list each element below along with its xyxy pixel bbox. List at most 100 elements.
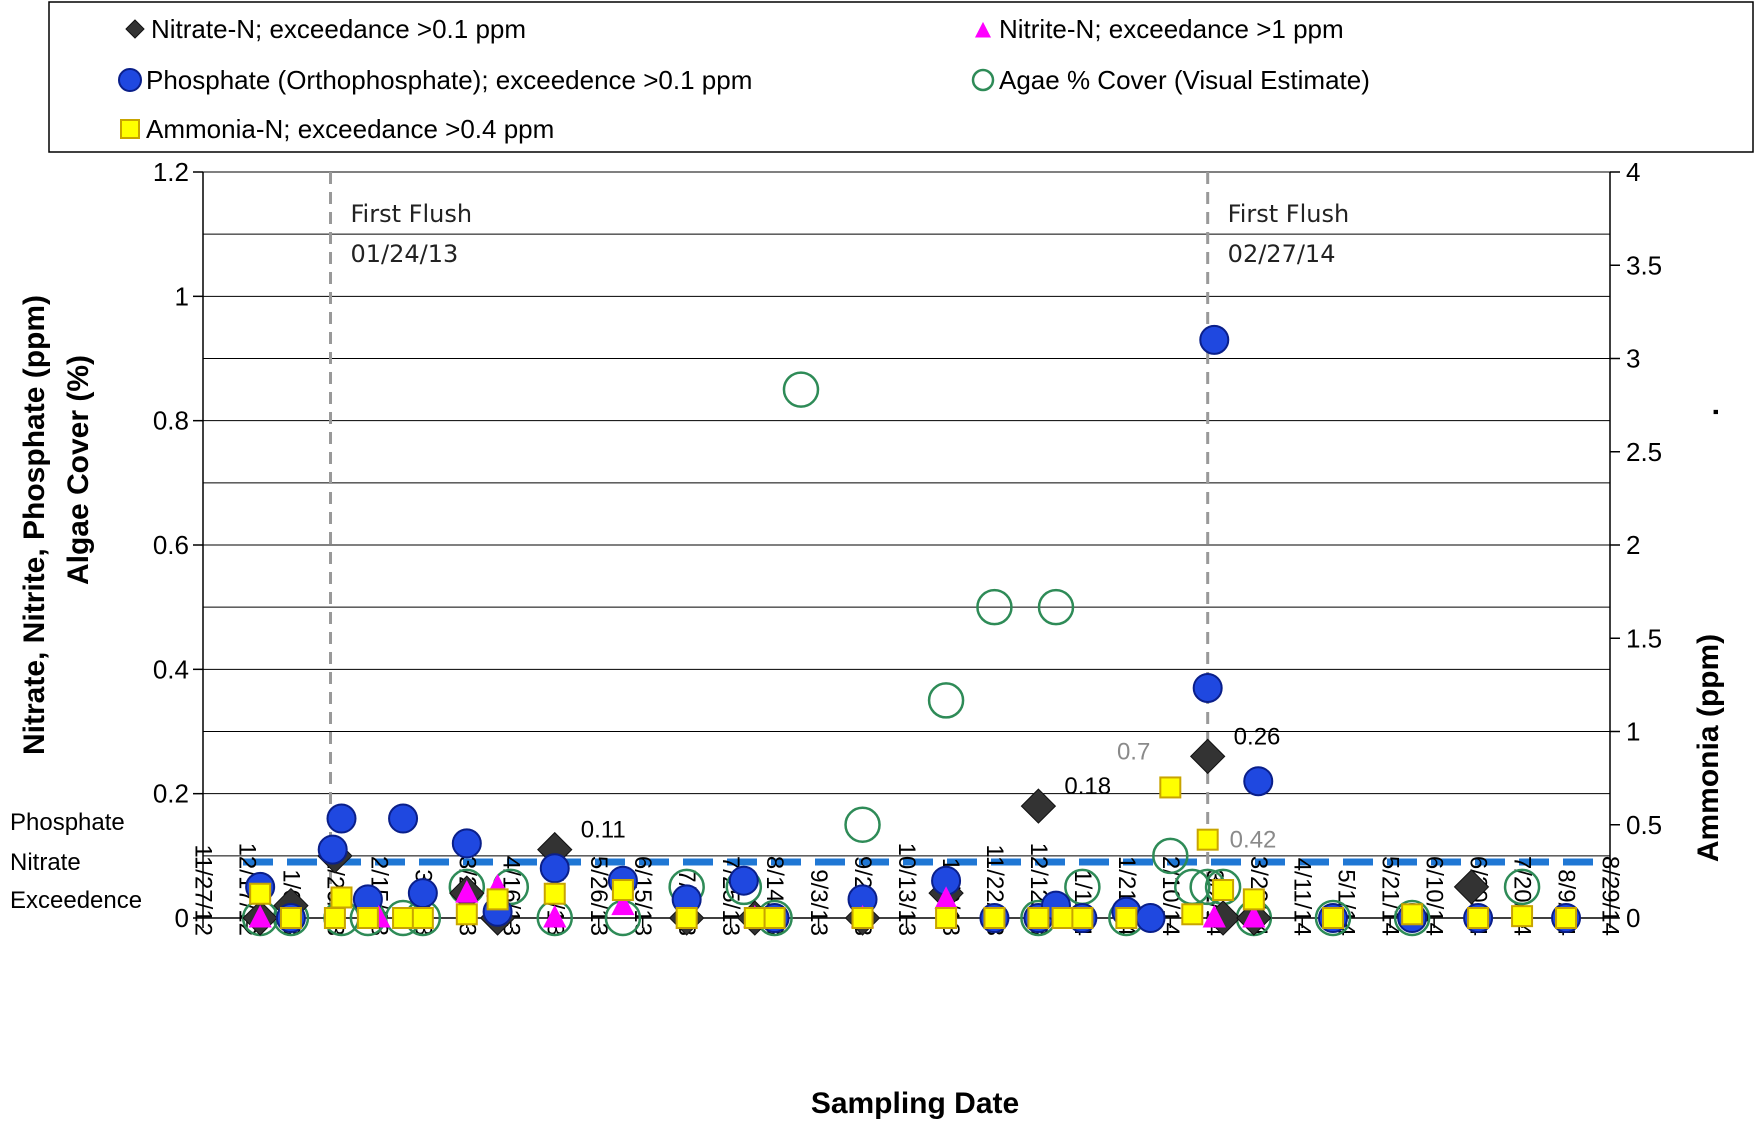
x-tick-label: 9/3/13 xyxy=(805,869,832,936)
ammonia-point xyxy=(279,907,302,929)
ammonia-point xyxy=(1181,903,1204,926)
legend-marker-nitrate xyxy=(125,19,145,39)
nitrite-point xyxy=(248,904,272,928)
legend-label-algae: Agae % Cover (Visual Estimate) xyxy=(999,65,1370,95)
ammonia-point xyxy=(249,882,272,905)
y-tick-label-left: 0.4 xyxy=(153,654,189,684)
ammonia-point xyxy=(1159,776,1182,799)
ammonia-point xyxy=(743,907,766,929)
legend-marker-ammonia xyxy=(120,119,140,139)
x-axis-title: Sampling Date xyxy=(811,1087,1019,1120)
ammonia-point xyxy=(1027,907,1050,929)
phosphate-point xyxy=(1135,903,1166,933)
y-tick-label-right: 3 xyxy=(1626,344,1640,374)
nitrite-point xyxy=(1202,904,1226,928)
ammonia-point xyxy=(1071,907,1094,929)
y-tick-label-right: 0 xyxy=(1626,903,1640,933)
y-tick-label-left: 1.2 xyxy=(153,157,189,187)
legend-label-phosphate: Phosphate (Orthophosphate); exceedence >… xyxy=(146,65,752,95)
ammonia-point xyxy=(330,886,353,909)
y-tick-label-left: 0.8 xyxy=(153,406,189,436)
x-tick-label: 4/11/14 xyxy=(1289,858,1316,936)
phosphate-point xyxy=(317,834,348,865)
series-phosphate xyxy=(245,324,1582,933)
ammonia-point xyxy=(763,907,786,929)
first-flush-markers: First Flush 01/24/13 First Flush 02/27/14 xyxy=(329,172,1350,918)
nitrate-data-label: 0.26 xyxy=(1234,723,1281,750)
ammonia-point xyxy=(1511,905,1534,928)
phosphate-point xyxy=(1243,766,1274,797)
nitrate-data-label: 0.11 xyxy=(581,817,626,844)
series-algae xyxy=(241,371,1541,937)
ammonia-point xyxy=(1555,907,1578,929)
algae-point xyxy=(1037,588,1075,626)
algae-point xyxy=(927,682,965,719)
ammonia-point xyxy=(1196,828,1219,851)
ammonia-point xyxy=(486,888,509,911)
algae-point xyxy=(844,806,881,843)
y-tick-label-left: 0.2 xyxy=(153,779,189,809)
ammonia-data-label: 0.7 xyxy=(1117,738,1150,765)
y-tick-label-right: 0.5 xyxy=(1626,810,1662,840)
first-flush-date: 02/27/14 xyxy=(1228,240,1336,268)
ammonia-point xyxy=(851,907,874,929)
y-tick-label-right: 1.5 xyxy=(1626,623,1662,653)
ammonia-data-label: 0.42 xyxy=(1230,827,1277,854)
legend-marker-algae xyxy=(971,68,995,92)
ammonia-point xyxy=(1401,903,1424,926)
y-axis-title-left-line1: Nitrate, Nitrite, Phosphate (ppm) xyxy=(18,295,51,755)
algae-point xyxy=(976,588,1013,626)
phosphate-point xyxy=(388,803,419,834)
algae-point xyxy=(1314,899,1352,937)
nitrite-point xyxy=(543,904,567,928)
ammonia-point xyxy=(411,907,434,929)
phosphate-point xyxy=(539,853,570,884)
phosphate-point xyxy=(326,803,357,834)
algae-point xyxy=(782,371,820,408)
phosphate-point xyxy=(451,828,482,859)
nitrite-point xyxy=(1242,904,1266,928)
y-tick-label-left: 0.6 xyxy=(153,530,189,560)
y-tick-label-right: 4 xyxy=(1626,157,1640,187)
axes: 0 0.2 0.4 0.6 0.8 1 1.2 0 0.5 1 1.5 2 2.5 3 3.5 4 11/27/… xyxy=(153,157,1662,936)
threshold-label-line3: Exceedence xyxy=(10,887,142,914)
x-tick-label: 8/29/14 xyxy=(1597,856,1624,936)
legend-label-ammonia: Ammonia-N; exceedance >0.4 ppm xyxy=(146,114,554,144)
x-tick-label: 11/27/12 xyxy=(190,844,217,936)
ammonia-point xyxy=(983,907,1006,929)
legend-marker-phosphate xyxy=(118,68,142,92)
ammonia-point xyxy=(1115,907,1138,929)
first-flush-label: First Flush xyxy=(1228,200,1350,228)
phosphate-point xyxy=(1192,672,1223,703)
nitrate-point xyxy=(1189,738,1226,775)
y-tick-label-left: 1 xyxy=(175,281,189,311)
y-axis-title-right-dot: . xyxy=(1692,408,1725,416)
legend-box xyxy=(48,1,1754,153)
legend-label-nitrite: Nitrite-N; exceedance >1 ppm xyxy=(999,14,1344,44)
data-labels: 0.11 0.18 0.26 0.7 0.42 xyxy=(581,723,1281,853)
ammonia-point xyxy=(675,907,698,929)
ammonia-point xyxy=(1242,888,1265,911)
x-tick-label: 10/13/13 xyxy=(893,843,920,936)
ammonia-point xyxy=(1467,907,1490,929)
ammonia-point xyxy=(543,882,566,905)
nitrate-data-label: 0.18 xyxy=(1064,773,1111,800)
threshold-label-line2: Nitrate xyxy=(10,849,81,876)
nitrate-point xyxy=(1453,869,1490,905)
threshold-label-line1: Phosphate xyxy=(10,809,125,836)
phosphate-point xyxy=(1199,324,1230,355)
ammonia-point xyxy=(323,907,346,929)
ammonia-point xyxy=(611,879,634,902)
y-axis-title-right: Ammonia (ppm) xyxy=(1692,634,1725,862)
phosphate-point xyxy=(728,865,759,896)
algae-point xyxy=(1152,837,1189,875)
ammonia-point xyxy=(1212,879,1235,902)
gridlines xyxy=(203,171,1610,857)
legend: Nitrate-N; exceedance >0.1 ppm Nitrite-N;… xyxy=(118,14,1370,144)
ammonia-point xyxy=(1051,907,1074,929)
nitrite-point xyxy=(611,892,635,916)
nitrite-point xyxy=(455,880,479,903)
y-tick-label-right: 1 xyxy=(1626,717,1640,747)
